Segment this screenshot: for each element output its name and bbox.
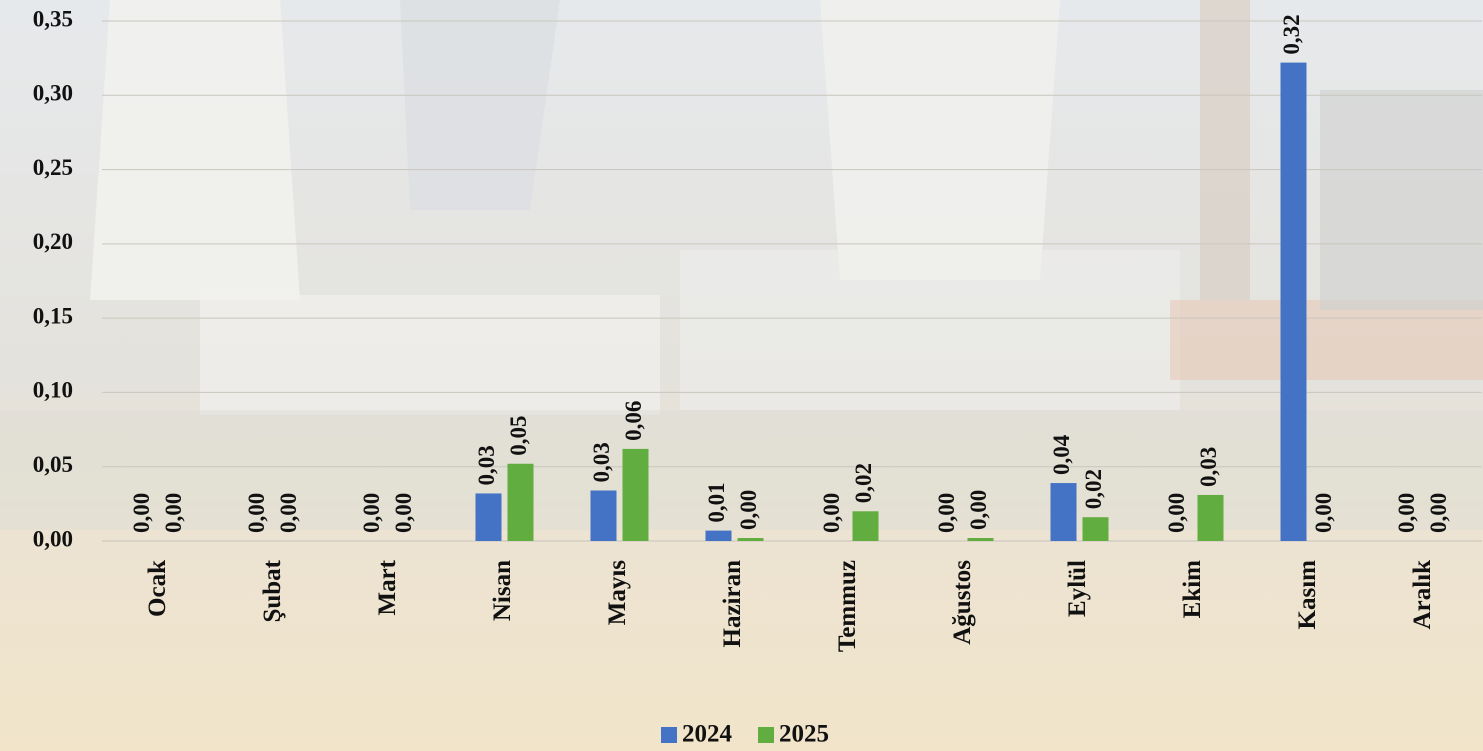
value-label: 0,05 <box>506 415 531 455</box>
x-tick-label: Ocak <box>144 560 171 617</box>
legend-label: 2024 <box>682 721 733 748</box>
value-label: 0,32 <box>1279 14 1304 54</box>
x-tick-label: Haziran <box>719 560 746 648</box>
value-label: 0,01 <box>704 482 729 522</box>
bar <box>591 490 617 541</box>
bar <box>476 493 502 541</box>
value-label: 0,02 <box>1081 469 1106 509</box>
legend-swatch <box>661 727 677 743</box>
bar <box>623 449 649 541</box>
y-tick-label: 0,10 <box>33 378 73 403</box>
value-label: 0,03 <box>1196 447 1221 487</box>
bar <box>968 538 994 541</box>
x-tick-label: Mayıs <box>604 560 631 626</box>
value-label: 0,06 <box>621 401 646 441</box>
value-label: 0,00 <box>1164 493 1189 533</box>
value-label: 0,00 <box>1394 493 1419 533</box>
value-label: 0,00 <box>359 493 384 533</box>
x-tick-label: Ekim <box>1179 560 1206 619</box>
x-tick-label: Mart <box>374 559 401 615</box>
value-label: 0,00 <box>1426 493 1451 533</box>
y-tick-label: 0,35 <box>33 6 73 31</box>
bar <box>706 531 732 541</box>
y-tick-label: 0,00 <box>33 526 73 551</box>
value-label: 0,02 <box>851 463 876 503</box>
value-label: 0,00 <box>244 493 269 533</box>
y-tick-label: 0,05 <box>33 452 73 477</box>
y-tick-label: 0,20 <box>33 229 73 254</box>
value-label: 0,00 <box>276 493 301 533</box>
x-tick-label: Ağustos <box>949 560 976 645</box>
value-label: 0,00 <box>391 493 416 533</box>
legend-swatch <box>758 727 774 743</box>
x-tick-label: Aralık <box>1409 560 1436 630</box>
value-label: 0,00 <box>819 493 844 533</box>
bar <box>738 538 764 541</box>
y-tick-label: 0,30 <box>33 81 73 106</box>
bar <box>1083 517 1109 541</box>
x-tick-label: Kasım <box>1294 560 1321 630</box>
legend-label: 2025 <box>779 721 829 748</box>
y-tick-label: 0,15 <box>33 303 73 328</box>
x-tick-label: Nisan <box>489 560 516 621</box>
value-label: 0,00 <box>966 490 991 530</box>
x-tick-label: Temmuz <box>834 560 861 652</box>
value-label: 0,00 <box>736 490 761 530</box>
value-label: 0,03 <box>474 445 499 485</box>
x-tick-label: Şubat <box>259 559 286 622</box>
value-label: 0,04 <box>1049 434 1074 475</box>
chart: 0,00 0,05 0,10 0,15 0,20 0,25 0,30 0,35 0,00 0,00… <box>0 0 1483 751</box>
y-tick-label: 0,25 <box>33 155 73 180</box>
value-label: 0,00 <box>129 493 154 533</box>
bar <box>1198 495 1224 541</box>
value-label: 0,03 <box>589 442 614 482</box>
value-label: 0,00 <box>934 493 959 533</box>
value-label: 0,00 <box>1311 493 1336 533</box>
value-label: 0,00 <box>161 493 186 533</box>
bar <box>853 511 879 541</box>
bar <box>508 464 534 541</box>
x-tick-label: Eylül <box>1064 560 1091 617</box>
bar <box>1051 483 1077 541</box>
bar <box>1281 63 1307 541</box>
